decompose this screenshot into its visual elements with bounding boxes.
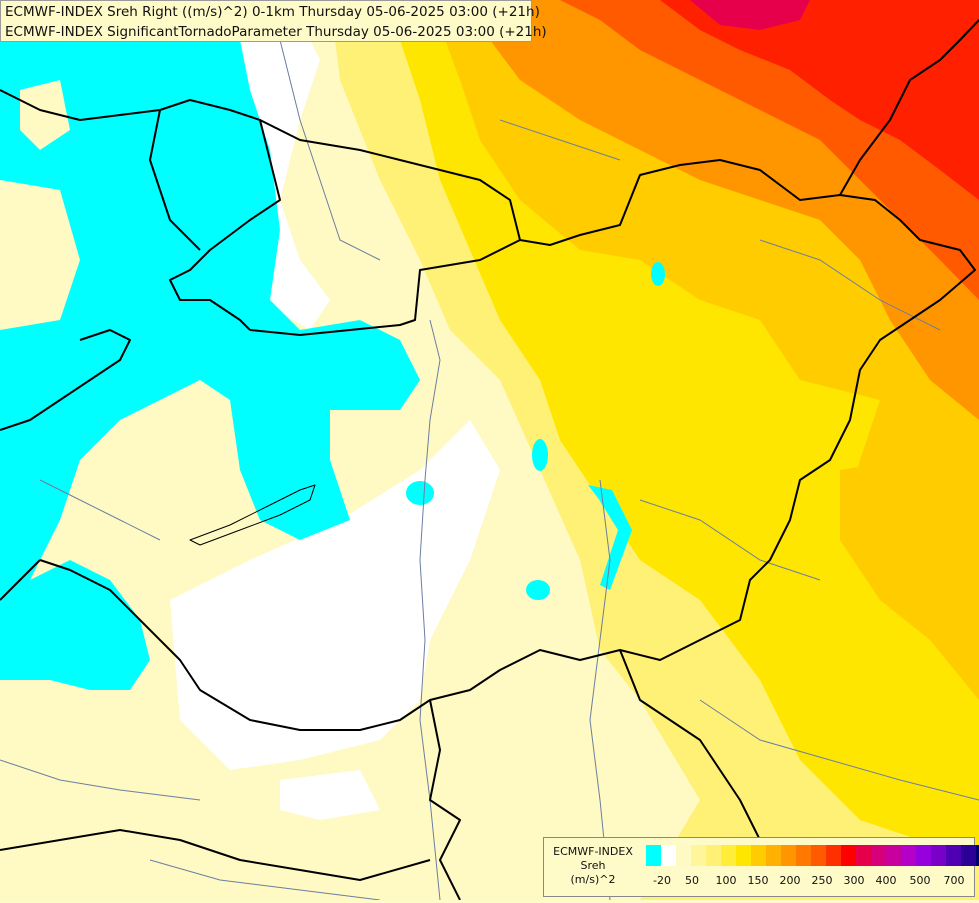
white-zone-center <box>170 420 500 770</box>
border-hungary <box>39 159 976 731</box>
title-line-2: ECMWF-INDEX SignificantTornadoParameter … <box>5 24 547 40</box>
legend-swatch <box>841 845 856 866</box>
legend-swatch <box>691 845 706 866</box>
legend-ticks: -20 50 100 150 200 250 300 400 500 700 <box>640 874 970 890</box>
color-legend: ECMWF-INDEX Sreh (m/s)^2 -20 50 100 150 200 2… <box>543 837 979 897</box>
legend-tick-label: -20 <box>653 874 671 887</box>
border-croatia-bosnia <box>0 829 431 881</box>
legend-swatch <box>826 845 841 866</box>
red-zone <box>660 0 979 200</box>
cyan-spot-3 <box>406 481 434 505</box>
legend-swatch <box>976 845 979 866</box>
legend-tick-label: 200 <box>779 874 801 887</box>
legend-swatch <box>931 845 946 866</box>
cyan-spot-2 <box>526 580 550 600</box>
legend-swatch <box>781 845 796 866</box>
legend-tick-label: 300 <box>843 874 865 887</box>
cyan-spot-4 <box>651 262 665 286</box>
legend-swatch <box>871 845 886 866</box>
legend-swatch <box>766 845 781 866</box>
legend-swatch <box>721 845 736 866</box>
border-austria-slovakia <box>0 89 281 331</box>
legend-swatch <box>856 845 871 866</box>
border-ukraine-romania <box>839 19 979 196</box>
legend-tick-label: 500 <box>909 874 931 887</box>
border-serbia <box>429 649 761 900</box>
legend-swatch <box>946 845 961 866</box>
border-north <box>149 109 521 251</box>
legend-swatch <box>661 845 676 866</box>
magenta-red-zone <box>690 0 810 30</box>
legend-tick-label: 50 <box>685 874 699 887</box>
legend-swatch <box>886 845 901 866</box>
legend-swatches <box>646 845 979 866</box>
white-zone-south <box>280 770 380 820</box>
legend-label-line-2: Sreh <box>580 859 606 872</box>
legend-swatch <box>646 845 661 866</box>
borders <box>0 19 979 900</box>
legend-swatch <box>751 845 766 866</box>
legend-swatch <box>901 845 916 866</box>
legend-swatch <box>796 845 811 866</box>
legend-tick-label: 250 <box>811 874 833 887</box>
legend-swatch <box>811 845 826 866</box>
legend-tick-label: 100 <box>715 874 737 887</box>
legend-swatch <box>736 845 751 866</box>
legend-tick-label: 400 <box>875 874 897 887</box>
cyan-hole-pale-1 <box>0 180 80 330</box>
legend-swatch <box>676 845 691 866</box>
border-slovenia-croatia <box>0 329 131 601</box>
map-title-box: ECMWF-INDEX Sreh Right ((m/s)^2) 0-1km T… <box>0 0 547 42</box>
legend-swatch <box>706 845 721 866</box>
legend-tick-label: 700 <box>943 874 965 887</box>
legend-swatch <box>961 845 976 866</box>
cyan-hole-pale-2 <box>20 80 70 150</box>
rivers <box>0 39 979 900</box>
legend-label: ECMWF-INDEX Sreh (m/s)^2 <box>544 838 642 903</box>
legend-tick-label: 150 <box>747 874 769 887</box>
legend-label-line-3: (m/s)^2 <box>570 873 616 886</box>
border-lake-balaton <box>189 484 316 546</box>
legend-swatch <box>916 845 931 866</box>
cyan-spot-1 <box>532 439 548 471</box>
title-line-1: ECMWF-INDEX Sreh Right ((m/s)^2) 0-1km T… <box>5 4 540 20</box>
cyan-lake-strip <box>588 485 632 590</box>
legend-label-line-1: ECMWF-INDEX <box>553 845 633 858</box>
orange-patch-southeast <box>840 460 940 580</box>
cyan-hole-pale-3 <box>160 420 230 520</box>
cyan-zone-northwest <box>0 0 420 610</box>
